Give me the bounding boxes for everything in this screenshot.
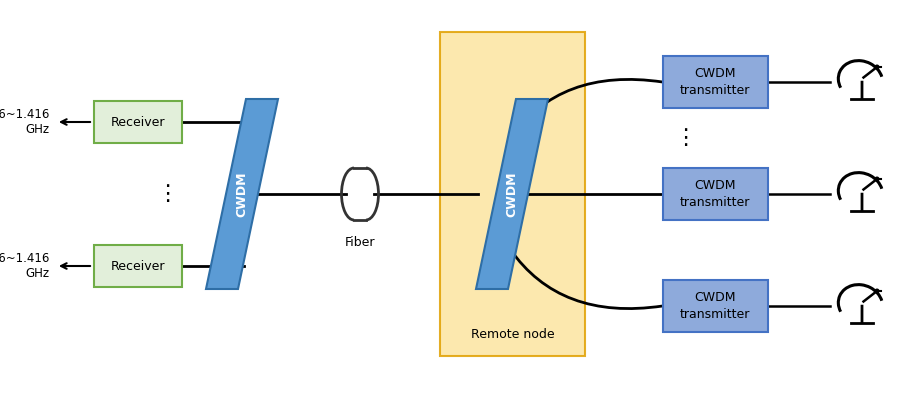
FancyBboxPatch shape [94,101,182,143]
Text: ⋮: ⋮ [156,184,178,204]
Circle shape [875,65,878,69]
Text: CWDM: CWDM [505,171,518,217]
Polygon shape [476,99,548,289]
Text: ⋮: ⋮ [673,128,695,148]
Text: CWDM
transmitter: CWDM transmitter [679,67,750,97]
Text: CWDM: CWDM [235,171,248,217]
Text: Receiver: Receiver [110,115,165,128]
FancyBboxPatch shape [661,56,767,108]
Text: CWDM
transmitter: CWDM transmitter [679,291,750,321]
Circle shape [875,177,878,181]
Text: Fiber: Fiber [344,236,374,249]
Polygon shape [206,99,278,289]
FancyBboxPatch shape [94,245,182,287]
Circle shape [875,289,878,293]
Text: Receiver: Receiver [110,260,165,273]
Text: CWDM
transmitter: CWDM transmitter [679,179,750,209]
FancyBboxPatch shape [661,168,767,220]
FancyBboxPatch shape [661,280,767,332]
Text: 1.216~1.416
GHz: 1.216~1.416 GHz [0,108,50,136]
Text: 1.216~1.416
GHz: 1.216~1.416 GHz [0,252,50,280]
Text: Remote node: Remote node [470,327,554,340]
FancyBboxPatch shape [439,32,584,356]
